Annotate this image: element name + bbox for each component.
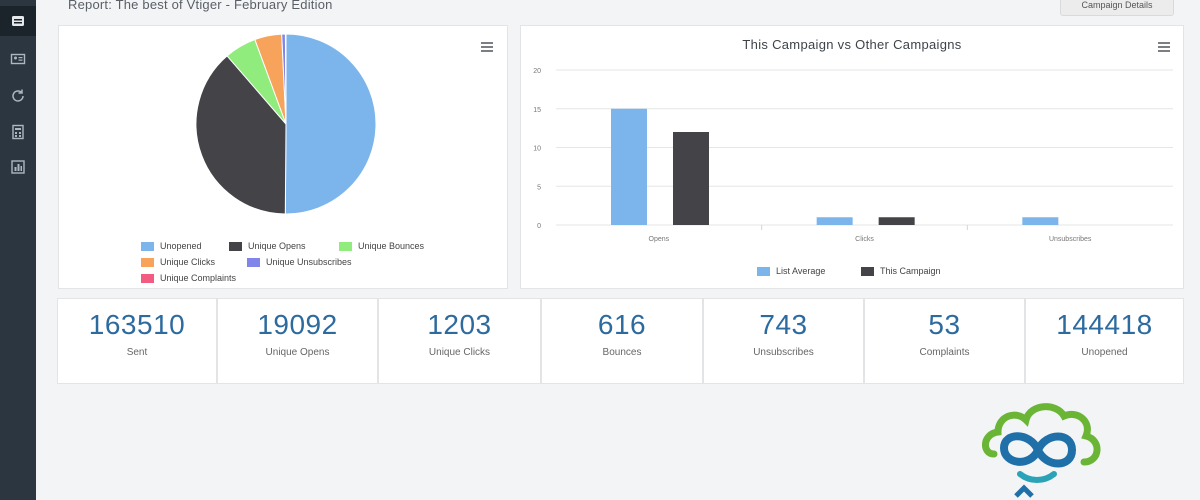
x-tick-label: Opens <box>649 236 670 243</box>
stat-unsubscribes: 743 Unsubscribes <box>703 298 864 384</box>
x-tick-label: Clicks <box>855 236 874 243</box>
y-tick-label: 0 <box>537 223 541 230</box>
stat-label: Unique Clicks <box>428 347 491 358</box>
stat-label: Complaints <box>919 347 970 358</box>
legend-label: Unique Opens <box>248 241 306 251</box>
sidebar <box>0 0 36 500</box>
stat-bounces: 616 Bounces <box>541 298 703 384</box>
legend-label: Unopened <box>160 241 202 251</box>
sidebar-item-calculator[interactable] <box>0 117 36 147</box>
pie-chart-panel: Unopened Unique Opens Unique Bounces Uni… <box>58 25 508 289</box>
legend-item-unique-unsubscribes[interactable]: Unique Unsubscribes <box>247 257 352 267</box>
bar-list-average-unsubscribes[interactable] <box>1022 217 1059 225</box>
bar-chart: 0 5 10 15 20 Opens Clicks Unsubscribes <box>533 68 1173 243</box>
stat-unopened: 144418 Unopened <box>1025 298 1184 384</box>
legend-swatch <box>141 273 154 283</box>
inbox-icon <box>12 16 24 26</box>
legend-label: Unique Bounces <box>358 241 425 251</box>
stat-value: 743 <box>759 309 808 340</box>
pie-chart <box>195 33 377 215</box>
id-card-icon <box>10 53 26 65</box>
y-tick-label: 10 <box>533 146 541 153</box>
sidebar-item-inbox[interactable] <box>0 6 36 36</box>
calculator-icon <box>12 124 24 140</box>
x-tick-label: Unsubscribes <box>1049 236 1092 243</box>
stat-complaints: 53 Complaints <box>864 298 1025 384</box>
stat-value: 1203 <box>427 309 492 340</box>
y-tick-label: 5 <box>537 184 541 191</box>
pie-slice-unique-opens[interactable] <box>195 55 287 215</box>
legend-item-unique-bounces[interactable]: Unique Bounces <box>339 241 424 251</box>
legend-swatch <box>141 257 154 267</box>
stat-value: 144418 <box>1056 309 1153 340</box>
legend-swatch <box>757 266 770 276</box>
legend-swatch <box>229 241 242 251</box>
stat-label: Bounces <box>602 347 642 358</box>
stat-value: 163510 <box>88 309 186 340</box>
legend-label: Unique Complaints <box>160 273 237 283</box>
sidebar-item-reports[interactable] <box>0 152 36 182</box>
bar-chart-panel: This Campaign vs Other Campaigns 0 5 10 15 2… <box>520 25 1184 289</box>
legend-swatch <box>339 241 352 251</box>
refresh-icon <box>12 89 24 102</box>
legend-item-unopened[interactable]: Unopened <box>141 241 202 251</box>
stat-value: 616 <box>597 309 647 340</box>
chart-title: This Campaign vs Other Campaigns <box>742 37 962 52</box>
chart-menu-icon[interactable] <box>481 42 493 52</box>
y-tick-label: 20 <box>533 68 541 75</box>
stat-unique-clicks: 1203 Unique Clicks <box>378 298 541 384</box>
pie-slice-unique-complaints[interactable] <box>284 33 287 125</box>
legend-swatch <box>247 257 260 267</box>
legend-label: This Campaign <box>880 266 941 276</box>
chart-menu-icon[interactable] <box>1158 42 1170 52</box>
legend-label: Unique Clicks <box>160 257 216 267</box>
sidebar-item-contacts[interactable] <box>0 44 36 74</box>
campaign-details-button[interactable]: Campaign Details <box>1060 0 1174 16</box>
page-title: Report: The best of Vtiger - February Ed… <box>68 0 333 12</box>
bar-this-campaign-clicks[interactable] <box>878 217 915 225</box>
legend-swatch <box>141 241 154 251</box>
stat-label: Unique Opens <box>265 347 330 358</box>
bar-list-average-clicks[interactable] <box>816 217 853 225</box>
legend-item-unique-complaints[interactable]: Unique Complaints <box>141 273 236 283</box>
legend-label: Unique Unsubscribes <box>266 257 352 267</box>
pie-slice-unopened[interactable] <box>284 33 377 215</box>
y-tick-label: 15 <box>533 107 541 114</box>
legend-item-unique-opens[interactable]: Unique Opens <box>229 241 306 251</box>
stat-unique-opens: 19092 Unique Opens <box>217 298 378 384</box>
stat-label: Sent <box>126 347 148 358</box>
legend-item-unique-clicks[interactable]: Unique Clicks <box>141 257 215 267</box>
bar-list-average-opens[interactable] <box>611 108 647 225</box>
stat-value: 53 <box>928 309 961 340</box>
stat-value: 19092 <box>257 309 338 340</box>
bar-this-campaign-opens[interactable] <box>673 132 709 225</box>
stat-label: Unsubscribes <box>753 347 814 358</box>
chart-icon <box>11 160 25 174</box>
legend-item-this-campaign[interactable]: This Campaign <box>861 266 941 276</box>
sidebar-item-sync[interactable] <box>0 81 36 111</box>
legend-item-list-average[interactable]: List Average <box>757 266 825 276</box>
stat-label: Unopened <box>1081 347 1128 358</box>
legend-label: List Average <box>776 266 826 276</box>
legend-swatch <box>861 266 874 276</box>
vtiger-logo <box>982 403 1101 498</box>
stat-sent: 163510 Sent <box>57 298 217 384</box>
